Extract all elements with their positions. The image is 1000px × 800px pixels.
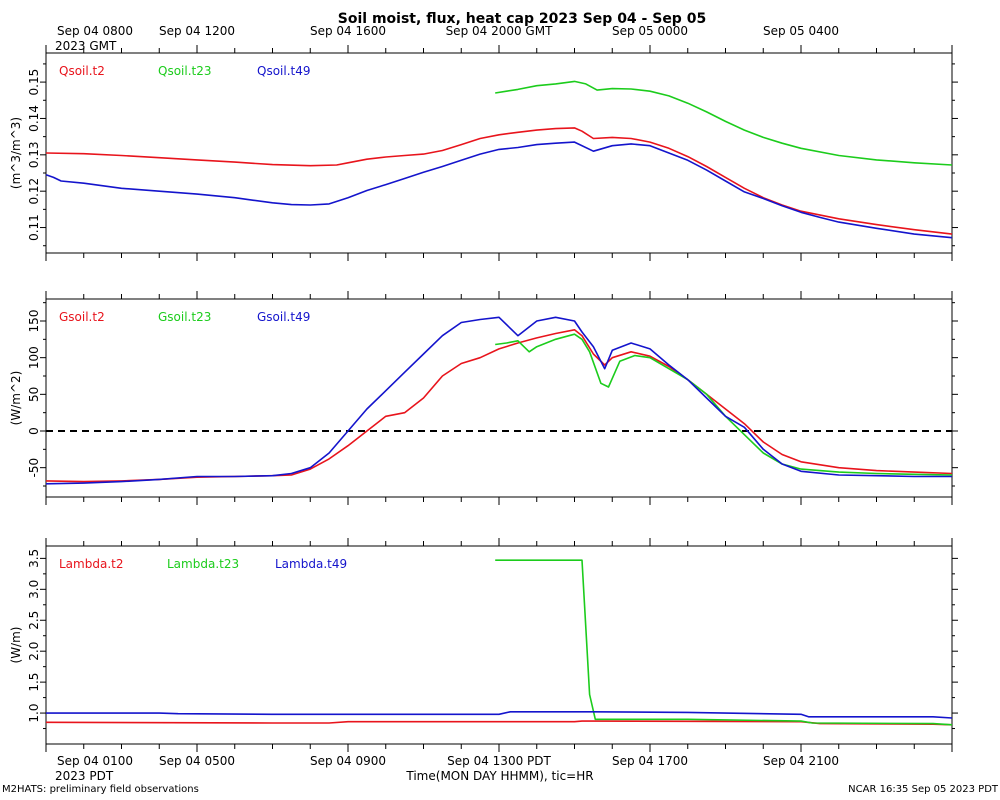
y-axis: -50 0 50 100 150 bbox=[27, 302, 958, 487]
plot-frame bbox=[45, 298, 953, 498]
y-tick-label: 150 bbox=[27, 310, 41, 333]
bottom-time-label: Sep 04 0900 bbox=[310, 754, 386, 768]
top-time-label: Sep 05 0000 bbox=[612, 24, 688, 38]
y-tick-label: 0.15 bbox=[27, 69, 41, 96]
chart-title: Soil moist, flux, heat cap 2023 Sep 04 -… bbox=[338, 11, 706, 27]
top-time-label: Sep 04 1200 bbox=[159, 24, 235, 38]
y-tick-label: 2.5 bbox=[27, 611, 41, 630]
series-line-gsoil-t49 bbox=[45, 316, 952, 485]
y-tick-label: 0.14 bbox=[27, 105, 41, 132]
top-time-label: Sep 05 0400 bbox=[763, 24, 839, 38]
legend-entry: Qsoil.t23 bbox=[158, 64, 212, 78]
legend-entry: Lambda.t2 bbox=[59, 557, 123, 571]
bottom-time-label: Sep 04 0500 bbox=[159, 754, 235, 768]
y-tick-label: 0.12 bbox=[27, 178, 41, 205]
series-line-qsoil-t23 bbox=[495, 80, 953, 166]
y-tick-label: 2.0 bbox=[27, 642, 41, 661]
series-line-lambda-t49 bbox=[46, 711, 953, 719]
y-axis-label: (W/m) bbox=[9, 627, 23, 664]
y-tick-label: 50 bbox=[27, 387, 41, 402]
legend-entry: Gsoil.t2 bbox=[59, 310, 105, 324]
plot-frame bbox=[45, 52, 953, 254]
y-axis-label: (W/m^2) bbox=[9, 371, 23, 426]
top-time-label-year: 2023 GMT bbox=[55, 39, 117, 53]
series-line-qsoil-t2 bbox=[45, 127, 953, 235]
legend-entry: Qsoil.t49 bbox=[257, 64, 311, 78]
y-tick-label: 0.13 bbox=[27, 141, 41, 168]
bottom-time-label: Sep 04 2100 bbox=[763, 754, 839, 768]
y-tick-label: 0.11 bbox=[27, 214, 41, 241]
y-tick-label: -50 bbox=[27, 458, 41, 478]
y-tick-label: 0 bbox=[27, 427, 41, 435]
y-axis-label: (m^3/m^3) bbox=[9, 117, 23, 189]
legend-entry: Lambda.t49 bbox=[275, 557, 347, 571]
panels: 0.11 0.12 0.13 0.14 0.15 (m^3/m^3) Qsoil.t2 Qso… bbox=[9, 45, 958, 752]
footer-left-note: M2HATS: preliminary field observations bbox=[2, 784, 199, 795]
legend-entry: Lambda.t23 bbox=[167, 557, 239, 571]
bottom-time-label: Sep 04 0100 bbox=[57, 754, 133, 768]
y-axis: 1.0 1.5 2.0 2.5 3.0 3.5 bbox=[27, 549, 958, 730]
soil-heat-flux-panel: -50 0 50 100 150 (W/m^2) Gsoil.t2 Gsoil.t23 Gsoi… bbox=[9, 291, 958, 505]
legend-entry: Qsoil.t2 bbox=[59, 64, 105, 78]
soil-moisture-panel: 0.11 0.12 0.13 0.14 0.15 (m^3/m^3) Qsoil.t2 Qso… bbox=[9, 45, 958, 261]
legend-entry: Gsoil.t23 bbox=[158, 310, 211, 324]
series-line-lambda-t23 bbox=[495, 559, 953, 726]
bottom-time-label: Sep 04 1300 PDT bbox=[447, 754, 551, 768]
y-tick-label: 3.5 bbox=[27, 549, 41, 568]
series-line-qsoil-t49 bbox=[45, 141, 953, 239]
top-time-label: Sep 04 1600 bbox=[310, 24, 386, 38]
top-time-label: Sep 04 0800 bbox=[57, 24, 133, 38]
top-time-label: Sep 04 2000 GMT bbox=[446, 24, 554, 38]
bottom-time-label-year: 2023 PDT bbox=[55, 769, 114, 783]
y-tick-label: 1.5 bbox=[27, 673, 41, 692]
footer-right-timestamp: NCAR 16:35 Sep 05 2023 PDT bbox=[848, 784, 999, 795]
thermal-conductivity-panel: 1.0 1.5 2.0 2.5 3.0 3.5 (W/m) Lambda.t2 Lambda.t… bbox=[9, 538, 958, 752]
y-axis: 0.11 0.12 0.13 0.14 0.15 bbox=[27, 63, 958, 247]
bottom-time-label: Sep 04 1700 bbox=[612, 754, 688, 768]
y-tick-label: 3.0 bbox=[27, 580, 41, 599]
y-tick-label: 1.0 bbox=[27, 704, 41, 723]
x-axis-label: Time(MON DAY HHMM), tic=HR bbox=[405, 769, 593, 783]
y-tick-label: 100 bbox=[27, 346, 41, 369]
series-line-gsoil-t2 bbox=[45, 329, 953, 483]
legend-entry: Gsoil.t49 bbox=[257, 310, 310, 324]
series-line-gsoil-t23 bbox=[495, 333, 953, 476]
